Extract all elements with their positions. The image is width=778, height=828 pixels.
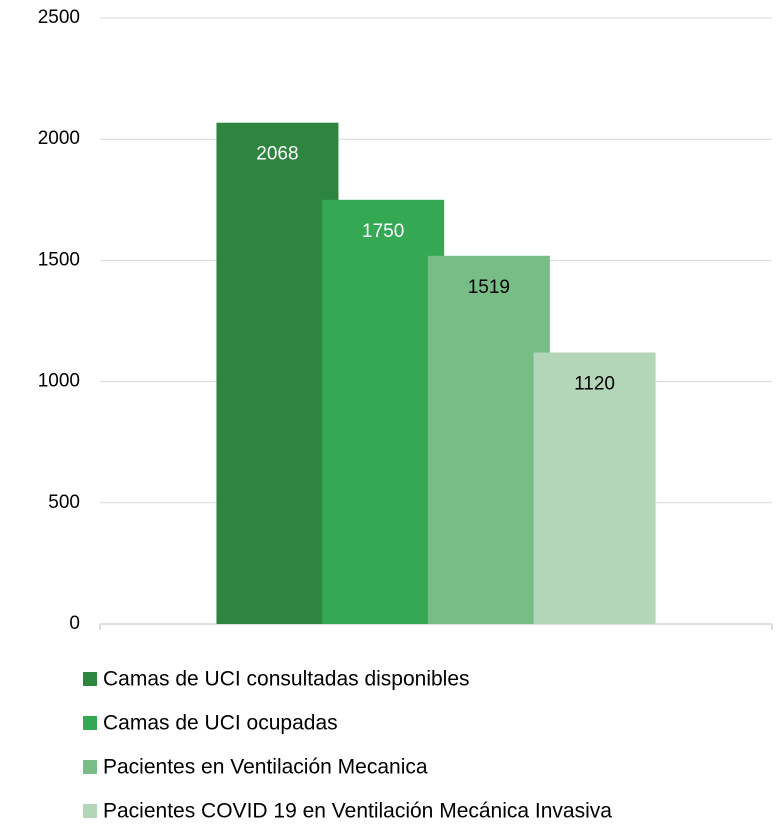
bar xyxy=(427,255,550,624)
y-tick-label: 0 xyxy=(69,613,80,634)
bar xyxy=(216,122,339,624)
data-label: 1750 xyxy=(362,221,404,242)
y-tick-label: 500 xyxy=(48,492,80,513)
legend-label: Camas de UCI consultadas disponibles xyxy=(103,668,470,691)
legend-label: Pacientes COVID 19 en Ventilación Mecáni… xyxy=(103,800,612,823)
legend-swatch xyxy=(83,804,97,818)
legend-label: Camas de UCI ocupadas xyxy=(103,712,338,735)
data-label: 2068 xyxy=(256,144,298,165)
y-tick-label: 1000 xyxy=(38,371,80,392)
bar xyxy=(322,199,445,625)
legend-label: Pacientes en Ventilación Mecanica xyxy=(103,756,428,779)
legend-swatch xyxy=(83,716,97,730)
data-label: 1519 xyxy=(468,277,510,298)
y-tick-label: 1500 xyxy=(38,249,80,270)
y-tick-label: 2000 xyxy=(38,128,80,149)
bar xyxy=(533,352,656,624)
legend-swatch xyxy=(83,672,97,686)
y-tick-label: 2500 xyxy=(38,7,80,28)
legend-swatch xyxy=(83,760,97,774)
data-label: 1120 xyxy=(574,374,615,395)
